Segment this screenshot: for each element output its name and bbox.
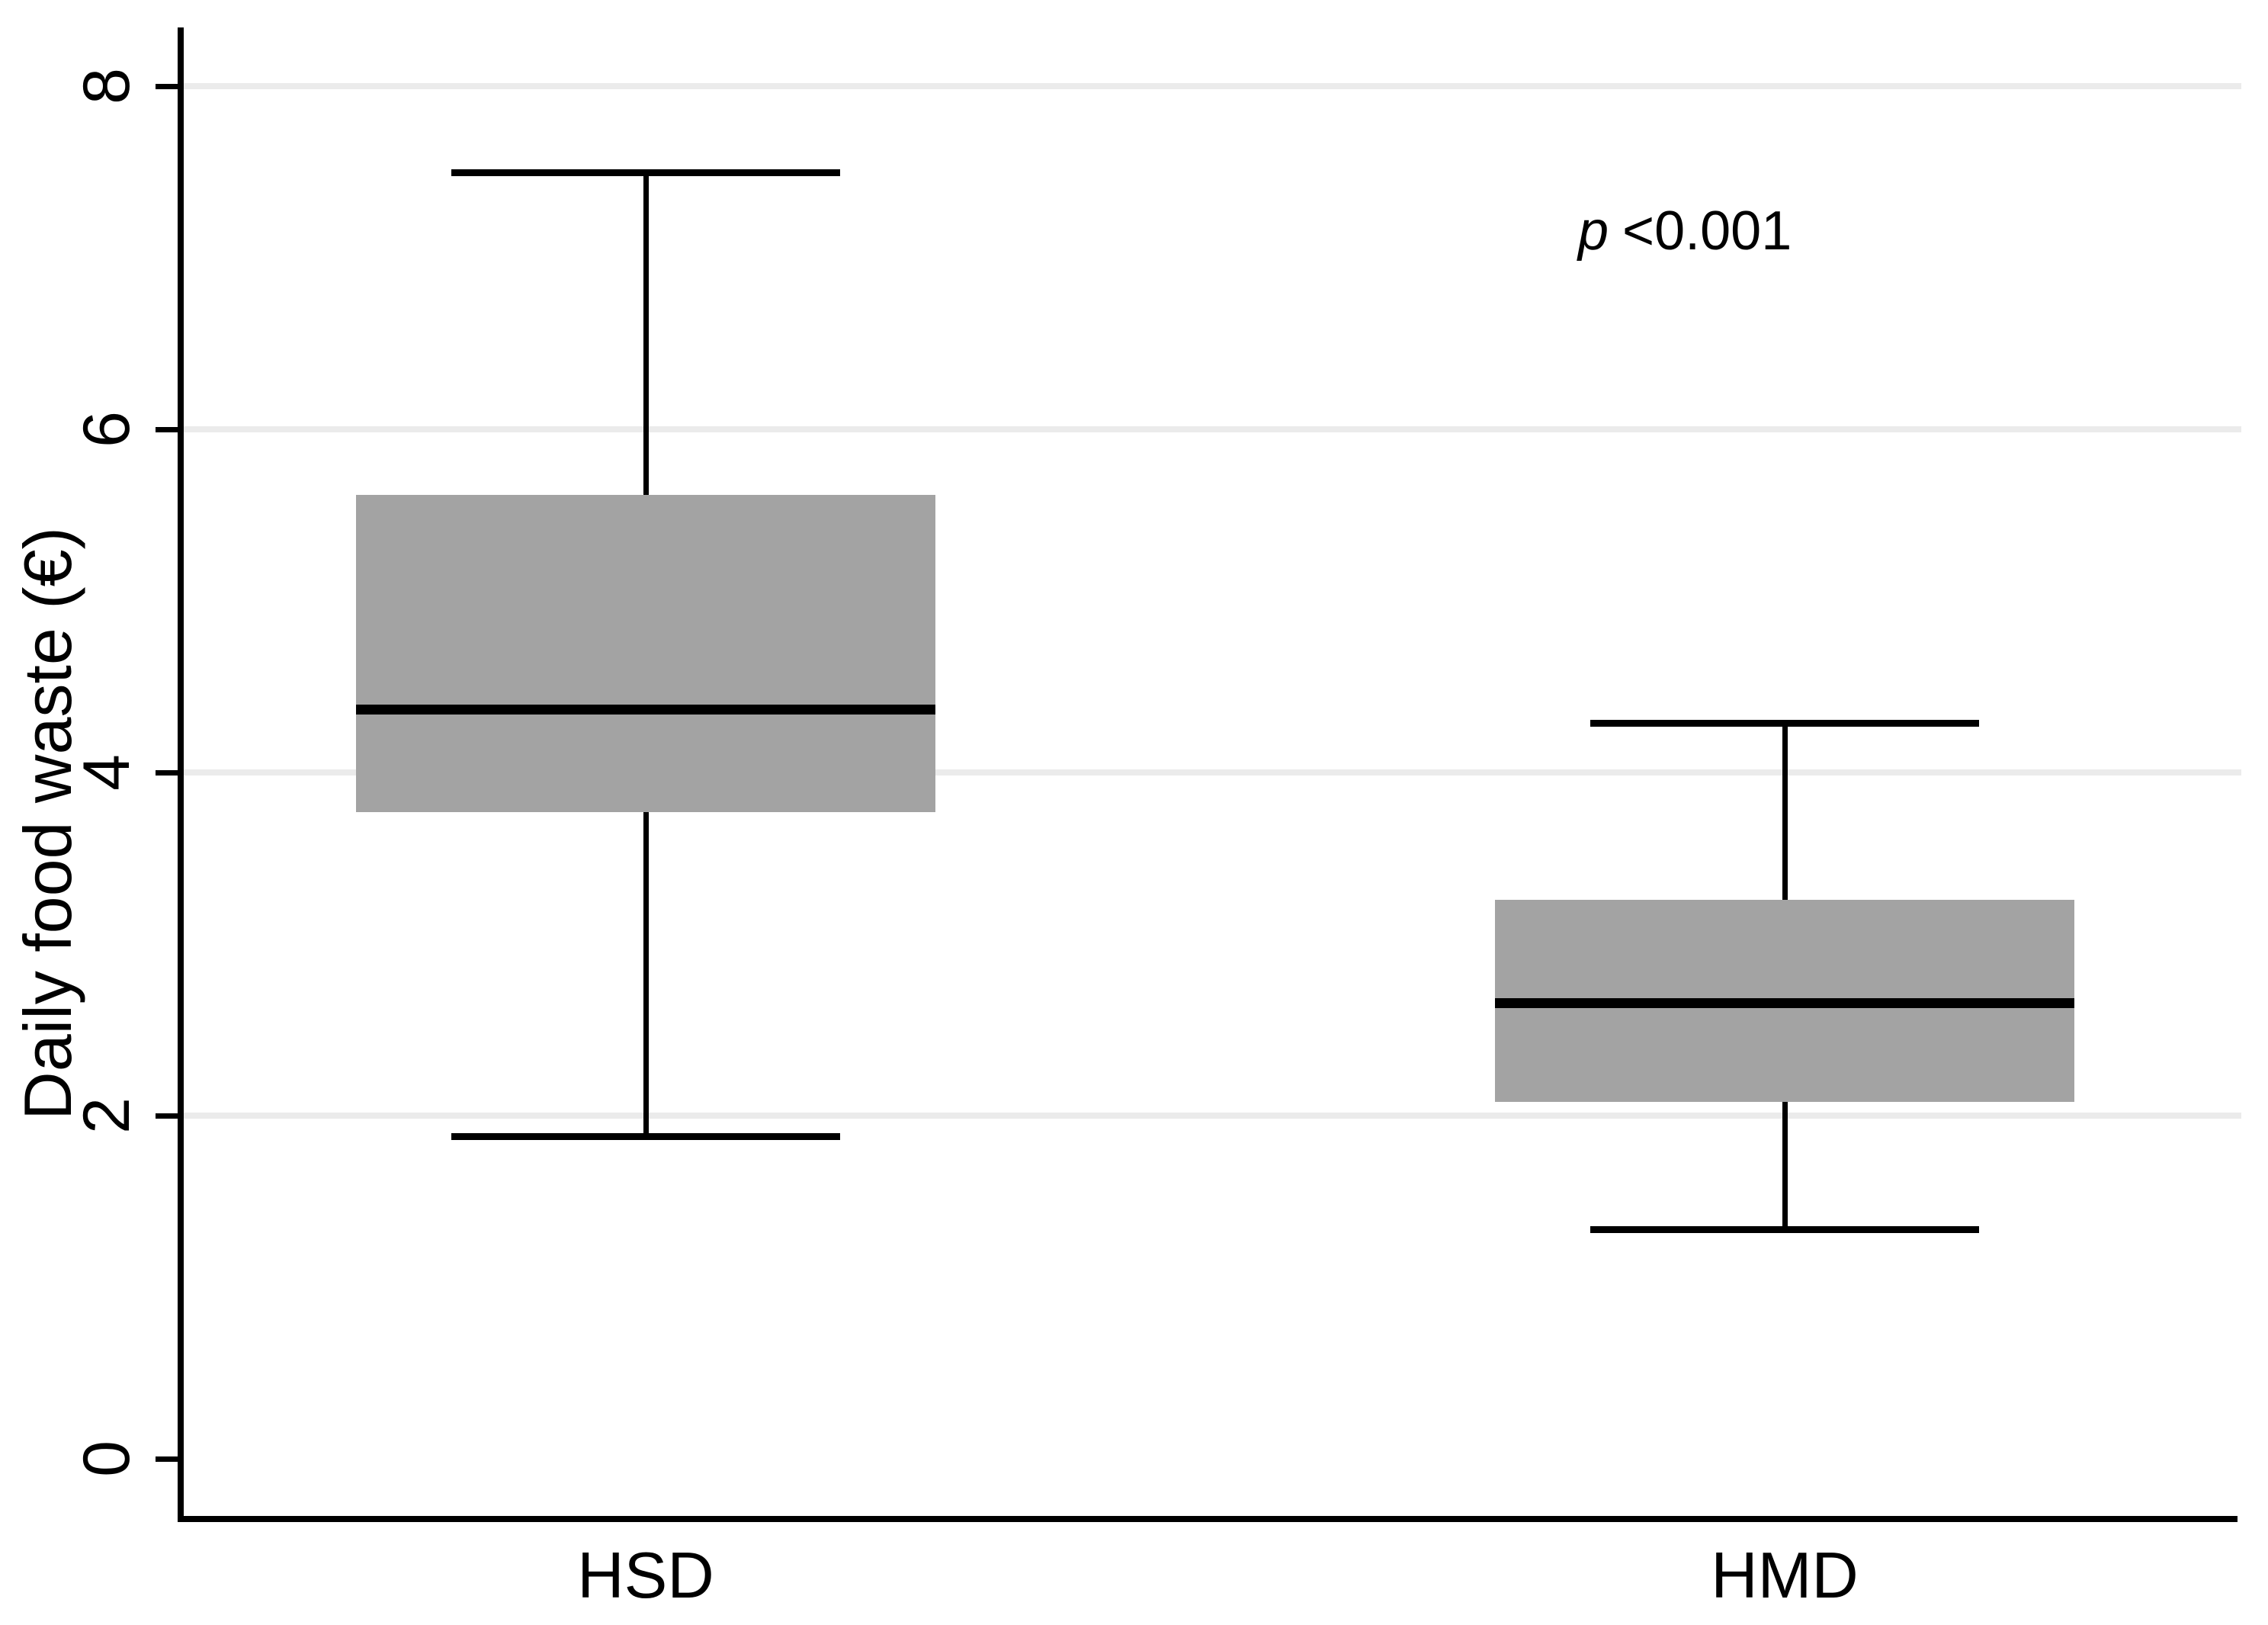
- y-tick-label-8: 8: [70, 68, 143, 104]
- lower-whisker-cap-hsd: [451, 1133, 840, 1140]
- y-tick-label-0: 0: [70, 1440, 143, 1477]
- upper-whisker-hsd: [643, 172, 649, 495]
- y-axis-title: Daily food waste (€): [10, 527, 85, 1120]
- y-tick-label-6: 6: [70, 411, 143, 448]
- y-tick-6: [156, 427, 181, 432]
- iqr-box-hsd: [356, 494, 935, 812]
- median-line-hmd: [1495, 997, 2074, 1008]
- y-gridline-4: [184, 769, 2241, 776]
- p-value-annotation: p <0.001: [1578, 200, 1792, 262]
- y-tick-4: [156, 770, 181, 776]
- y-gridline-6: [184, 426, 2241, 432]
- x-axis-label-hsd: HSD: [577, 1540, 714, 1612]
- upper-whisker-hmd: [1782, 722, 1788, 900]
- y-tick-0: [156, 1456, 181, 1462]
- y-tick-8: [156, 84, 181, 89]
- upper-whisker-cap-hmd: [1590, 719, 1979, 727]
- y-gridline-8: [184, 83, 2241, 89]
- lower-whisker-hmd: [1782, 1102, 1788, 1229]
- lower-whisker-hsd: [643, 811, 649, 1136]
- y-gridline-2: [184, 1113, 2241, 1119]
- y-tick-2: [156, 1113, 181, 1119]
- lower-whisker-cap-hmd: [1590, 1225, 1979, 1233]
- x-axis-label-hmd: HMD: [1711, 1540, 1859, 1612]
- p-value-text: <0.001: [1622, 201, 1792, 262]
- x-axis-line: [178, 1516, 2238, 1522]
- y-axis-line: [178, 27, 184, 1522]
- median-line-hsd: [356, 704, 935, 715]
- upper-whisker-cap-hsd: [451, 169, 840, 176]
- p-symbol: p: [1578, 201, 1609, 262]
